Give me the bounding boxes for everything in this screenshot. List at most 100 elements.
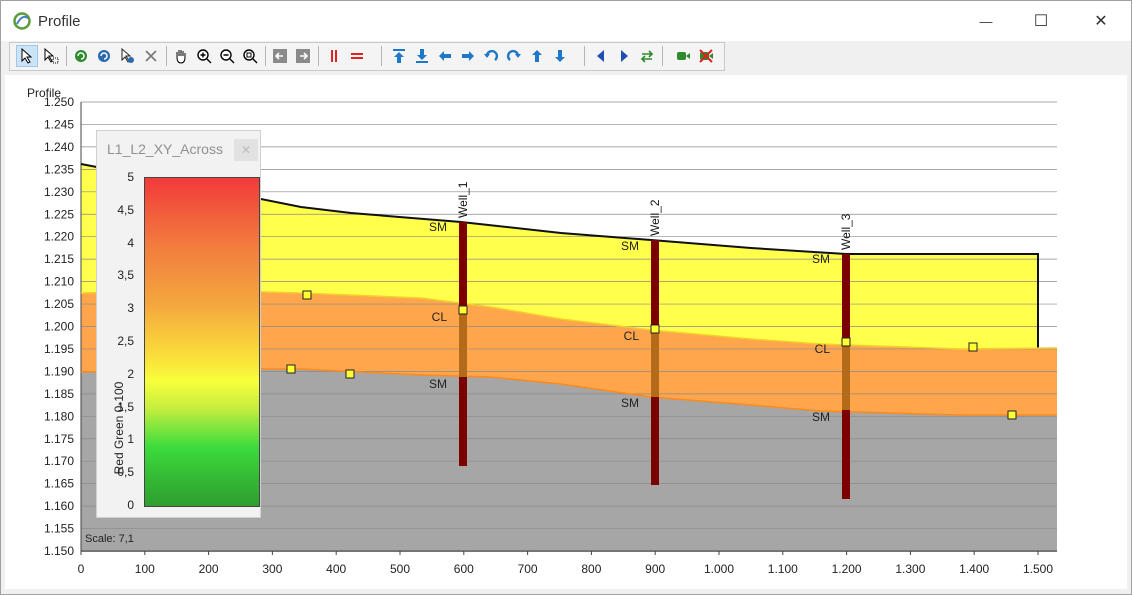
select-multi-icon xyxy=(44,48,59,64)
y-tick-label: 1.245 xyxy=(44,117,74,131)
vertical-lines-button[interactable] xyxy=(323,45,345,67)
refresh-green-button[interactable] xyxy=(70,45,92,67)
move-top-button[interactable] xyxy=(388,45,410,67)
select-cursor-button[interactable] xyxy=(116,45,138,67)
move-right-icon xyxy=(462,51,474,61)
y-tick-label: 1.155 xyxy=(44,522,74,536)
control-point xyxy=(1007,410,1017,420)
move-up-button[interactable] xyxy=(526,45,548,67)
horizontal-red-lines-icon xyxy=(351,53,363,59)
zoom-in-icon xyxy=(197,49,212,64)
pan-button[interactable] xyxy=(170,45,192,67)
close-icon: ✕ xyxy=(1094,13,1108,30)
layer-boundary-top xyxy=(80,289,1058,350)
control-point xyxy=(302,290,312,300)
soil-label: SM xyxy=(429,220,447,234)
toolbar xyxy=(9,42,725,71)
y-tick-label: 1.230 xyxy=(44,185,74,199)
zoom-in-button[interactable] xyxy=(193,45,215,67)
previous-view-button[interactable] xyxy=(269,45,291,67)
rotate-cw-button[interactable] xyxy=(503,45,525,67)
legend-tick-label: 5 xyxy=(127,170,134,184)
select-multi-button[interactable] xyxy=(40,45,62,67)
y-tick-label: 1.160 xyxy=(44,499,74,513)
x-tick-label: 900 xyxy=(645,562,665,576)
title-bar: Profile — ☐ ✕ xyxy=(1,1,1131,41)
legend-tick-label: 3,5 xyxy=(117,268,134,283)
delete-x-icon xyxy=(145,50,157,62)
legend-tick-label: 2,5 xyxy=(117,334,134,348)
y-tick-label: 1.150 xyxy=(44,544,74,558)
color-legend-panel[interactable]: L1_L2_XY_Across ✕ 5 4,5 4 3,5 3 2,5 2 1,5 1 0,5 0 … xyxy=(96,130,261,518)
y-tick-label: 1.180 xyxy=(44,409,74,423)
y-tick-label: 1.235 xyxy=(44,162,74,176)
close-icon: ✕ xyxy=(240,143,252,157)
y-tick-label: 1.205 xyxy=(44,297,74,311)
swap-green-icon xyxy=(640,50,654,63)
refresh-blue-button[interactable] xyxy=(93,45,115,67)
ground-surface-line xyxy=(80,163,1039,348)
next-view-button[interactable] xyxy=(292,45,314,67)
control-point xyxy=(968,342,978,352)
soil-label: SM xyxy=(812,252,830,266)
well-marker xyxy=(458,305,468,315)
legend-tick-label: 0 xyxy=(127,498,134,512)
move-left-button[interactable] xyxy=(434,45,456,67)
y-tick-label: 1.200 xyxy=(44,320,74,334)
y-tick-label: 1.215 xyxy=(44,252,74,266)
y-tick-label: 1.165 xyxy=(44,477,74,491)
control-point xyxy=(286,364,296,374)
x-tick-label: 1.200 xyxy=(832,562,862,576)
zoom-out-button[interactable] xyxy=(216,45,238,67)
zoom-extent-icon xyxy=(243,49,258,64)
move-down-button[interactable] xyxy=(549,45,571,67)
move-left-icon xyxy=(439,51,451,61)
well-name: Well_1 xyxy=(456,181,470,218)
x-tick-label: 100 xyxy=(135,562,155,576)
zoom-extent-button[interactable] xyxy=(239,45,261,67)
record-cancel-button[interactable] xyxy=(695,45,717,67)
next-button[interactable] xyxy=(613,45,635,67)
window-title: Profile xyxy=(38,13,81,30)
select-arrow-button[interactable] xyxy=(16,45,38,67)
x-tick-label: 1.300 xyxy=(895,562,925,576)
x-tick-label: 200 xyxy=(199,562,219,576)
legend-tick-label: 4 xyxy=(127,235,134,250)
y-tick-label: 1.175 xyxy=(44,432,74,446)
plot-title: Profile xyxy=(27,86,62,100)
control-point xyxy=(345,369,355,379)
rotate-ccw-button[interactable] xyxy=(480,45,502,67)
soil-label: CL xyxy=(815,342,831,356)
minimize-button[interactable]: — xyxy=(963,1,1009,41)
legend-tick-label: 2 xyxy=(127,366,134,381)
maximize-button[interactable]: ☐ xyxy=(1018,1,1064,41)
x-tick-label: 600 xyxy=(454,562,474,576)
y-tick-label: 1.170 xyxy=(44,454,74,468)
select-arrow-icon xyxy=(21,48,33,64)
minimize-icon: — xyxy=(979,13,993,29)
x-tick-label: 0 xyxy=(78,562,85,576)
legend-title: L1_L2_XY_Across xyxy=(107,141,223,157)
y-tick-label: 1.210 xyxy=(44,275,74,289)
close-button[interactable]: ✕ xyxy=(1078,1,1124,41)
y-tick-label: 1.240 xyxy=(44,140,74,154)
vertical-red-lines-icon xyxy=(331,50,337,62)
x-tick-label: 1.500 xyxy=(1023,562,1053,576)
delete-button[interactable] xyxy=(140,45,162,67)
y-tick-label: 1.195 xyxy=(44,342,74,356)
record-button[interactable] xyxy=(672,45,694,67)
move-right-button[interactable] xyxy=(457,45,479,67)
legend-tick-label: 0,5 xyxy=(117,465,134,480)
horizontal-lines-button[interactable] xyxy=(346,45,368,67)
legend-tick-label: 3 xyxy=(127,301,134,316)
maximize-icon: ☐ xyxy=(1033,13,1049,30)
previous-button[interactable] xyxy=(590,45,612,67)
swap-button[interactable] xyxy=(636,45,658,67)
well-clay-interval xyxy=(459,310,467,377)
legend-close-button[interactable]: ✕ xyxy=(234,139,258,161)
legend-tick-label: 4,5 xyxy=(117,202,134,217)
legend-tick-label: 1 xyxy=(127,432,134,447)
move-bottom-button[interactable] xyxy=(411,45,433,67)
soil-label: SM xyxy=(621,239,639,253)
